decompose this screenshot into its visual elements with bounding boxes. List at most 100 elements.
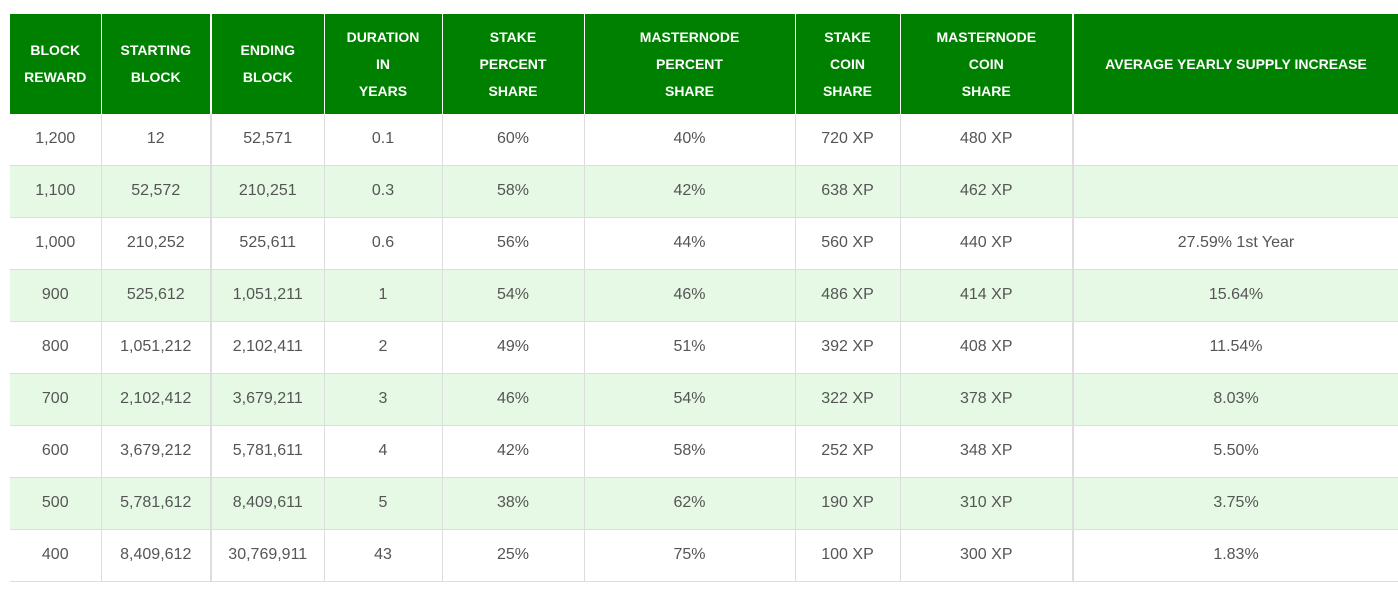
cell-stake-percent: 60% <box>442 114 585 166</box>
cell-supply-increase: 27.59% 1st Year <box>1072 217 1398 270</box>
header-starting-block: STARTING BLOCK <box>101 14 212 114</box>
cell-masternode-percent: 75% <box>584 529 796 582</box>
cell-stake-coin: 322 XP <box>795 373 901 426</box>
cell-masternode-coin: 408 XP <box>900 321 1074 374</box>
cell-masternode-percent: 46% <box>584 269 796 322</box>
cell-ending-block: 3,679,211 <box>210 373 325 426</box>
table-row: 800 1,051,212 2,102,411 2 49% 51% 392 XP 408 XP… <box>10 321 1398 374</box>
header-label-line: ENDING <box>240 42 295 58</box>
header-label-line: MASTERNODE <box>936 28 1037 45</box>
header-stake-coin-share: STAKE COIN SHARE <box>795 14 901 114</box>
table-row: 900 525,612 1,051,211 1 54% 46% 486 XP 414 XP 15… <box>10 269 1398 322</box>
cell-supply-increase: 5.50% <box>1072 425 1398 478</box>
cell-masternode-percent: 40% <box>584 114 796 166</box>
header-row: BLOCK REWARD STARTING BLOCK ENDING BLOCK DURAT… <box>10 14 1398 114</box>
cell-starting-block: 1,051,212 <box>101 321 212 374</box>
header-label-line: BLOCK <box>130 69 181 85</box>
table-row: 400 8,409,612 30,769,911 43 25% 75% 100 XP 300 … <box>10 529 1398 582</box>
header-label-line: SHARE <box>822 82 872 99</box>
cell-starting-block: 8,409,612 <box>101 529 212 582</box>
cell-masternode-coin: 348 XP <box>900 425 1074 478</box>
header-label-line: BLOCK <box>242 69 293 85</box>
header-label-line: PERCENT <box>479 55 547 72</box>
cell-stake-coin: 252 XP <box>795 425 901 478</box>
header-label-line: YEARS <box>358 82 408 99</box>
table-body: 1,200 12 52,571 0.1 60% 40% 720 XP 480 XP 1,100 5… <box>10 114 1398 582</box>
cell-masternode-coin: 440 XP <box>900 217 1074 270</box>
cell-starting-block: 12 <box>101 114 212 166</box>
header-stake-percent-share: STAKE PERCENT SHARE <box>442 14 585 114</box>
cell-block-reward: 700 <box>10 373 102 426</box>
table-row: 500 5,781,612 8,409,611 5 38% 62% 190 XP 310 XP… <box>10 477 1398 530</box>
header-label-line: BLOCK <box>30 42 81 58</box>
cell-block-reward: 800 <box>10 321 102 374</box>
cell-ending-block: 1,051,211 <box>210 269 325 322</box>
cell-duration-years: 2 <box>324 321 443 374</box>
cell-supply-increase: 3.75% <box>1072 477 1398 530</box>
cell-duration-years: 43 <box>324 529 443 582</box>
cell-stake-percent: 49% <box>442 321 585 374</box>
header-label-line: COIN <box>968 55 1004 72</box>
cell-ending-block: 525,611 <box>210 217 325 270</box>
header-label-line: STAKE <box>489 28 537 45</box>
cell-stake-coin: 720 XP <box>795 114 901 166</box>
cell-masternode-percent: 54% <box>584 373 796 426</box>
cell-stake-coin: 638 XP <box>795 165 901 218</box>
table-row: 1,200 12 52,571 0.1 60% 40% 720 XP 480 XP <box>10 114 1398 166</box>
header-label-line: REWARD <box>24 69 87 85</box>
cell-ending-block: 2,102,411 <box>210 321 325 374</box>
cell-supply-increase <box>1072 165 1398 218</box>
header-label-line: IN <box>376 55 390 72</box>
table-row: 1,000 210,252 525,611 0.6 56% 44% 560 XP 440 XP… <box>10 217 1398 270</box>
cell-masternode-coin: 378 XP <box>900 373 1074 426</box>
header-average-yearly-supply-increase: AVERAGE YEARLY SUPPLY INCREASE <box>1072 14 1398 114</box>
header-label-line: SHARE <box>488 82 538 99</box>
header-label-line: STARTING <box>120 42 191 58</box>
cell-block-reward: 900 <box>10 269 102 322</box>
table-row: 600 3,679,212 5,781,611 4 42% 58% 252 XP 348 XP… <box>10 425 1398 478</box>
cell-starting-block: 3,679,212 <box>101 425 212 478</box>
header-label-line: SHARE <box>664 82 714 99</box>
cell-ending-block: 210,251 <box>210 165 325 218</box>
header-label-line: DURATION <box>346 28 420 45</box>
cell-supply-increase: 8.03% <box>1072 373 1398 426</box>
cell-stake-coin: 560 XP <box>795 217 901 270</box>
cell-block-reward: 1,000 <box>10 217 102 270</box>
cell-stake-coin: 392 XP <box>795 321 901 374</box>
cell-supply-increase: 1.83% <box>1072 529 1398 582</box>
cell-block-reward: 1,200 <box>10 114 102 166</box>
cell-masternode-coin: 414 XP <box>900 269 1074 322</box>
cell-stake-coin: 486 XP <box>795 269 901 322</box>
cell-ending-block: 30,769,911 <box>210 529 325 582</box>
header-label-line: SHARE <box>961 82 1011 99</box>
cell-starting-block: 210,252 <box>101 217 212 270</box>
table-row: 700 2,102,412 3,679,211 3 46% 54% 322 XP 378 XP… <box>10 373 1398 426</box>
cell-masternode-coin: 310 XP <box>900 477 1074 530</box>
cell-masternode-percent: 62% <box>584 477 796 530</box>
cell-ending-block: 5,781,611 <box>210 425 325 478</box>
cell-block-reward: 600 <box>10 425 102 478</box>
cell-masternode-coin: 300 XP <box>900 529 1074 582</box>
cell-block-reward: 400 <box>10 529 102 582</box>
cell-starting-block: 525,612 <box>101 269 212 322</box>
cell-stake-percent: 25% <box>442 529 585 582</box>
cell-stake-coin: 190 XP <box>795 477 901 530</box>
cell-stake-percent: 56% <box>442 217 585 270</box>
cell-block-reward: 1,100 <box>10 165 102 218</box>
cell-duration-years: 0.6 <box>324 217 443 270</box>
cell-ending-block: 8,409,611 <box>210 477 325 530</box>
cell-duration-years: 0.3 <box>324 165 443 218</box>
cell-masternode-coin: 462 XP <box>900 165 1074 218</box>
cell-stake-percent: 38% <box>442 477 585 530</box>
cell-masternode-percent: 42% <box>584 165 796 218</box>
cell-supply-increase <box>1072 114 1398 166</box>
cell-supply-increase: 15.64% <box>1072 269 1398 322</box>
cell-stake-percent: 54% <box>442 269 585 322</box>
cell-duration-years: 5 <box>324 477 443 530</box>
header-masternode-coin-share: MASTERNODE COIN SHARE <box>900 14 1074 114</box>
cell-masternode-coin: 480 XP <box>900 114 1074 166</box>
block-reward-table: BLOCK REWARD STARTING BLOCK ENDING BLOCK DURAT… <box>10 14 1398 582</box>
header-masternode-percent-share: MASTERNODE PERCENT SHARE <box>584 14 796 114</box>
cell-duration-years: 3 <box>324 373 443 426</box>
header-duration-years: DURATION IN YEARS <box>324 14 443 114</box>
